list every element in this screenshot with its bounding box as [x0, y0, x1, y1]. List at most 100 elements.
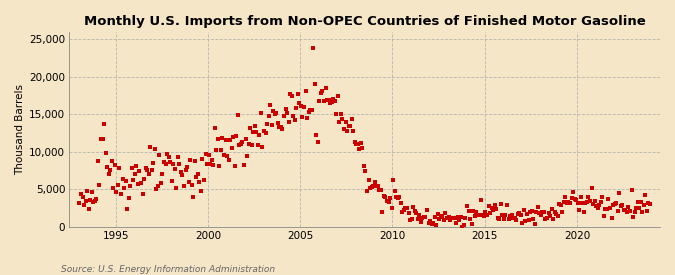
Point: [200, 152, 211, 156]
Point: [412, 217, 423, 222]
Point: [483, 204, 494, 209]
Text: Source: U.S. Energy Information Administration: Source: U.S. Energy Information Administ…: [61, 265, 275, 274]
Point: [132, 182, 143, 186]
Point: [83, 207, 94, 211]
Point: [225, 138, 236, 142]
Point: [230, 164, 240, 169]
Point: [92, 159, 103, 163]
Point: [500, 213, 511, 217]
Point: [311, 133, 322, 138]
Point: [414, 213, 425, 218]
Point: [191, 175, 202, 179]
Point: [128, 178, 138, 182]
Point: [586, 186, 597, 190]
Point: [543, 210, 554, 215]
Point: [120, 178, 131, 183]
Point: [375, 188, 386, 192]
Point: [624, 208, 635, 213]
Point: [540, 217, 551, 221]
Point: [435, 215, 446, 219]
Point: [417, 216, 428, 221]
Point: [486, 206, 497, 210]
Point: [451, 221, 462, 225]
Point: [137, 191, 148, 196]
Point: [471, 210, 482, 214]
Point: [124, 196, 134, 200]
Point: [639, 203, 649, 207]
Point: [502, 203, 512, 207]
Title: Monthly U.S. Imports from Non-OPEC Countries of Finished Motor Gasoline: Monthly U.S. Imports from Non-OPEC Count…: [84, 15, 645, 28]
Point: [103, 171, 114, 176]
Point: [329, 98, 340, 103]
Point: [572, 201, 583, 205]
Point: [428, 221, 439, 225]
Point: [571, 198, 582, 202]
Point: [632, 199, 643, 204]
Point: [332, 94, 343, 98]
Point: [601, 207, 612, 211]
Point: [268, 109, 279, 114]
Point: [180, 168, 191, 173]
Point: [292, 92, 303, 96]
Point: [371, 183, 381, 188]
Point: [566, 196, 577, 200]
Point: [418, 214, 429, 219]
Point: [217, 136, 228, 141]
Point: [450, 216, 460, 220]
Point: [262, 122, 273, 127]
Point: [526, 209, 537, 213]
Point: [634, 206, 645, 210]
Point: [219, 153, 230, 158]
Point: [80, 199, 91, 203]
Point: [522, 212, 533, 216]
Point: [516, 213, 526, 218]
Point: [308, 46, 319, 51]
Point: [108, 186, 119, 191]
Point: [392, 196, 403, 200]
Point: [580, 200, 591, 205]
Point: [480, 210, 491, 214]
Point: [85, 198, 96, 202]
Point: [237, 140, 248, 144]
Point: [260, 131, 271, 135]
Point: [125, 184, 136, 188]
Point: [339, 126, 350, 131]
Point: [479, 214, 489, 218]
Point: [346, 116, 357, 121]
Point: [506, 213, 517, 217]
Point: [574, 207, 585, 212]
Point: [186, 183, 197, 187]
Point: [420, 215, 431, 219]
Point: [379, 194, 389, 199]
Point: [431, 222, 441, 227]
Point: [425, 219, 435, 224]
Point: [614, 190, 624, 195]
Point: [162, 152, 173, 157]
Point: [603, 197, 614, 202]
Point: [535, 212, 546, 217]
Point: [143, 172, 154, 177]
Point: [303, 110, 314, 114]
Point: [406, 217, 417, 221]
Point: [140, 166, 151, 170]
Point: [367, 185, 377, 190]
Point: [109, 163, 120, 167]
Point: [511, 217, 522, 222]
Point: [326, 100, 337, 104]
Point: [302, 116, 313, 120]
Point: [429, 215, 440, 219]
Point: [165, 160, 176, 164]
Point: [352, 142, 363, 147]
Point: [160, 162, 171, 166]
Point: [74, 201, 85, 205]
Point: [577, 201, 588, 205]
Point: [89, 199, 100, 204]
Point: [620, 208, 631, 213]
Point: [611, 201, 622, 205]
Point: [257, 145, 268, 150]
Point: [273, 121, 284, 125]
Point: [645, 202, 655, 207]
Point: [397, 210, 408, 214]
Point: [552, 214, 563, 218]
Point: [146, 167, 157, 172]
